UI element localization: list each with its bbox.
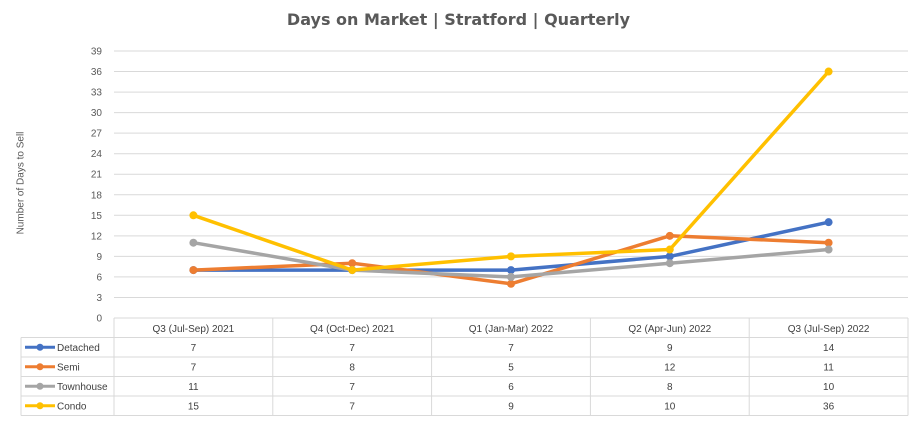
table-cell-detached-4: 14 [823, 343, 835, 354]
legend-key-marker-condo [36, 402, 44, 410]
table-cell-detached-0: 7 [191, 343, 197, 354]
category-label-0: Q3 (Jul-Sep) 2021 [153, 324, 235, 335]
table-cell-detached-3: 9 [667, 343, 673, 354]
table-cell-semi-2: 5 [508, 362, 514, 373]
data-point-townhouse-0 [189, 238, 198, 247]
table-cell-detached-1: 7 [349, 343, 355, 354]
chart-title: Days on Market | Stratford | Quarterly [286, 10, 631, 29]
data-point-semi-4 [824, 238, 833, 247]
table-cell-townhouse-1: 7 [349, 382, 355, 393]
table-cell-townhouse-0: 11 [188, 382, 199, 393]
data-point-semi-0 [189, 266, 198, 275]
y-tick-label-39: 39 [91, 47, 103, 58]
legend-key-marker-detached [36, 343, 44, 351]
table-cell-semi-4: 11 [823, 362, 834, 373]
table-cell-semi-1: 8 [349, 362, 355, 373]
category-label-4: Q3 (Jul-Sep) 2022 [788, 324, 870, 335]
legend-key-marker-townhouse [36, 382, 44, 390]
data-point-detached-2 [507, 266, 515, 275]
category-label-3: Q2 (Apr-Jun) 2022 [628, 324, 711, 335]
data-point-detached-3 [665, 252, 674, 261]
series-line-detached [191, 220, 831, 272]
y-tick-label-18: 18 [91, 190, 103, 201]
table-cell-condo-3: 10 [664, 401, 676, 412]
legend-label-detached: Detached [57, 343, 100, 354]
data-point-detached-4 [824, 218, 833, 227]
table-cell-semi-3: 12 [664, 362, 676, 373]
y-tick-label-3: 3 [96, 293, 102, 304]
y-tick-label-36: 36 [91, 67, 103, 78]
data-point-semi-3 [665, 231, 674, 240]
legend-label-semi: Semi [57, 362, 80, 373]
data-point-semi-2 [507, 279, 515, 288]
data-point-condo-2 [507, 252, 515, 261]
table-cell-semi-0: 7 [191, 362, 197, 373]
y-tick-label-27: 27 [91, 129, 103, 140]
data-point-townhouse-4 [824, 245, 833, 254]
table-cell-condo-2: 9 [508, 401, 514, 412]
data-point-condo-3 [665, 245, 674, 254]
table-cell-townhouse-3: 8 [667, 382, 673, 393]
data-point-condo-1 [348, 266, 357, 275]
table-cell-condo-1: 7 [349, 401, 355, 412]
table-cell-condo-4: 36 [823, 401, 835, 412]
category-label-1: Q4 (Oct-Dec) 2021 [310, 324, 395, 335]
y-tick-label-21: 21 [91, 170, 103, 181]
data-point-condo-0 [189, 211, 198, 220]
legend-label-townhouse: Townhouse [57, 382, 108, 393]
legend-label-condo: Condo [57, 401, 87, 412]
data-point-townhouse-3 [665, 259, 674, 268]
y-tick-label-15: 15 [91, 211, 103, 222]
category-label-2: Q1 (Jan-Mar) 2022 [469, 324, 554, 335]
data-point-condo-4 [824, 67, 833, 76]
legend-key-marker-semi [36, 363, 44, 371]
y-tick-label-9: 9 [96, 252, 102, 263]
data-point-townhouse-2 [507, 272, 515, 281]
y-tick-label-12: 12 [91, 231, 103, 242]
y-tick-label-24: 24 [91, 149, 103, 160]
y-tick-label-6: 6 [96, 272, 102, 283]
y-tick-label-33: 33 [91, 88, 103, 99]
y-tick-label-0: 0 [96, 314, 102, 325]
table-cell-detached-2: 7 [508, 343, 514, 354]
table-cell-condo-0: 15 [188, 401, 200, 412]
data-point-semi-1 [348, 259, 357, 268]
table-cell-townhouse-4: 10 [823, 382, 835, 393]
table-cell-townhouse-2: 6 [508, 382, 514, 393]
y-tick-label-30: 30 [91, 108, 103, 119]
